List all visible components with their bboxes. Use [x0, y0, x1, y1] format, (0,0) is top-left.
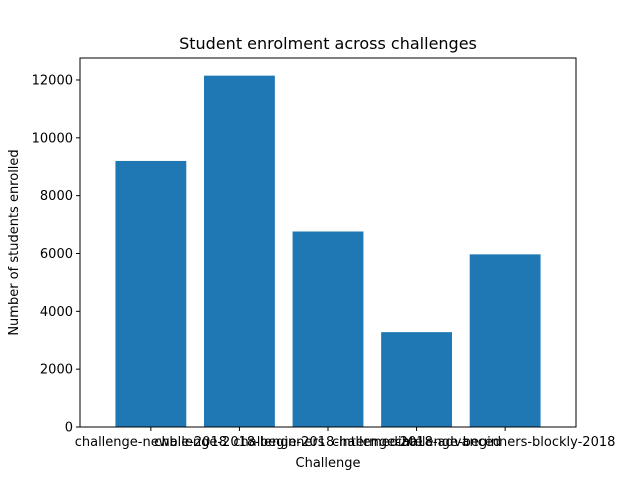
x-tick-label: challenge-2018-intermediate — [233, 435, 422, 450]
bar-challenge-2018-intermediate — [292, 231, 364, 427]
bar-challenge-newbie-2018 — [115, 160, 187, 427]
x-tick-label: challenge-2018-beginners — [154, 435, 324, 450]
x-axis-label: Challenge — [296, 456, 361, 471]
bars-group — [115, 75, 541, 427]
x-tick-label: challenge-2018-advanced — [332, 435, 501, 450]
y-tick-label: 12000 — [32, 73, 73, 88]
y-axis-ticks: 0 2000 4000 6000 8000 10000 12000 — [32, 73, 80, 436]
y-tick-label: 8000 — [40, 189, 73, 204]
y-tick-label: 10000 — [32, 131, 73, 146]
y-tick-label: 2000 — [40, 363, 73, 378]
plot-frame — [79, 57, 577, 428]
y-tick-label: 4000 — [40, 305, 73, 320]
bar-challenge-2018-advanced — [381, 332, 452, 427]
bar-challenge-2018-beginners — [204, 75, 275, 427]
y-tick-label: 0 — [65, 421, 73, 436]
chart-title: Student enrolment across challenges — [179, 34, 477, 53]
bar-challenge-beginners-blockly-2018 — [469, 254, 541, 427]
x-tick-label: challenge-newbie-2018 — [75, 435, 227, 450]
x-axis-ticks: challenge-newbie-2018challenge-2018-begi… — [75, 427, 616, 450]
y-axis-label: Number of students enrolled — [7, 149, 22, 335]
x-tick-label: challenge-beginners-blockly-2018 — [395, 435, 616, 450]
y-tick-label: 6000 — [40, 247, 73, 262]
